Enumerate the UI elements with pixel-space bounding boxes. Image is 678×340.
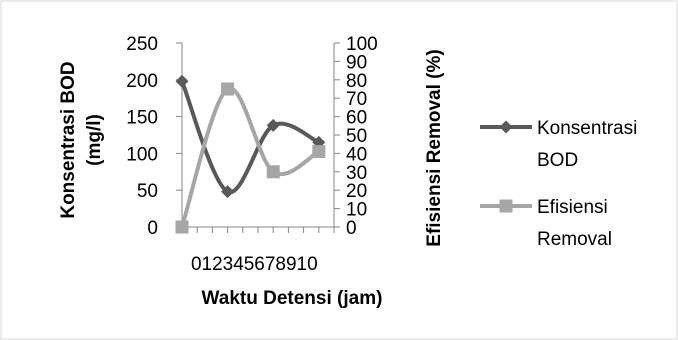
series-2-point [266,165,280,179]
x-tick-label: 2 [212,254,223,275]
y-left-tick-label: 200 [126,71,158,92]
x-tick-label: 1 [202,254,213,275]
y-left-tick-label: 0 [147,218,158,239]
y-right-tick-label: 60 [346,108,367,129]
x-axis-title: Waktu Detensi (jam) [202,288,383,309]
y-left-title-line-1: Konsentrasi BOD [58,61,79,218]
x-tick-label: 0 [191,254,202,275]
y-left-tick-label: 150 [126,108,158,129]
y-right-tick-label: 70 [346,89,367,110]
series-2-point [312,145,326,159]
y-right-tick-label: 40 [346,144,367,165]
y-right-tick-label: 50 [346,126,367,147]
series-2-point [175,220,189,234]
x-tick-label: 7 [265,254,276,275]
legend-label-2: Efisiensi [537,197,608,218]
x-tick-label: 6 [254,254,265,275]
y-left-title-line-2: (mg/l) [84,114,105,166]
y-left-tick-label: 250 [126,34,158,55]
series-line-2 [180,86,320,228]
axes [176,42,340,233]
legend-marker-1 [499,120,513,134]
series-1-point [221,185,235,199]
y-right-tick-label: 80 [346,71,367,92]
series-1-point [266,118,280,132]
legend-marker-2 [499,199,513,213]
y-right-tick-label: 0 [346,218,357,239]
y-right-tick-label: 30 [346,163,367,184]
series-layer [175,74,326,234]
x-tick-label: 9 [286,254,297,275]
y-left-tick-label: 50 [137,181,158,202]
legend-label-2: Removal [537,229,612,250]
series-line-1 [180,80,320,194]
x-tick-label: 4 [233,254,244,275]
legend: Konsentrasi BOD Efisiensi Removal [480,118,637,250]
series-1-point [175,74,189,88]
legend-label-1: Konsentrasi [537,118,637,139]
x-tick-label: 3 [223,254,234,275]
y-left-tick-label: 100 [126,144,158,165]
x-tick-label: 10 [297,254,318,275]
series-2-point [221,82,235,96]
x-tick-label: 8 [275,254,286,275]
y-right-tick-label: 90 [346,52,367,73]
y-right-tick-label: 10 [346,200,367,221]
y-right-tick-label: 20 [346,181,367,202]
x-tick-label: 5 [244,254,255,275]
y-right-title: Efisiensi Removal (%) [424,49,445,246]
y-right-tick-label: 100 [346,34,378,55]
legend-label-1: BOD [537,150,578,171]
